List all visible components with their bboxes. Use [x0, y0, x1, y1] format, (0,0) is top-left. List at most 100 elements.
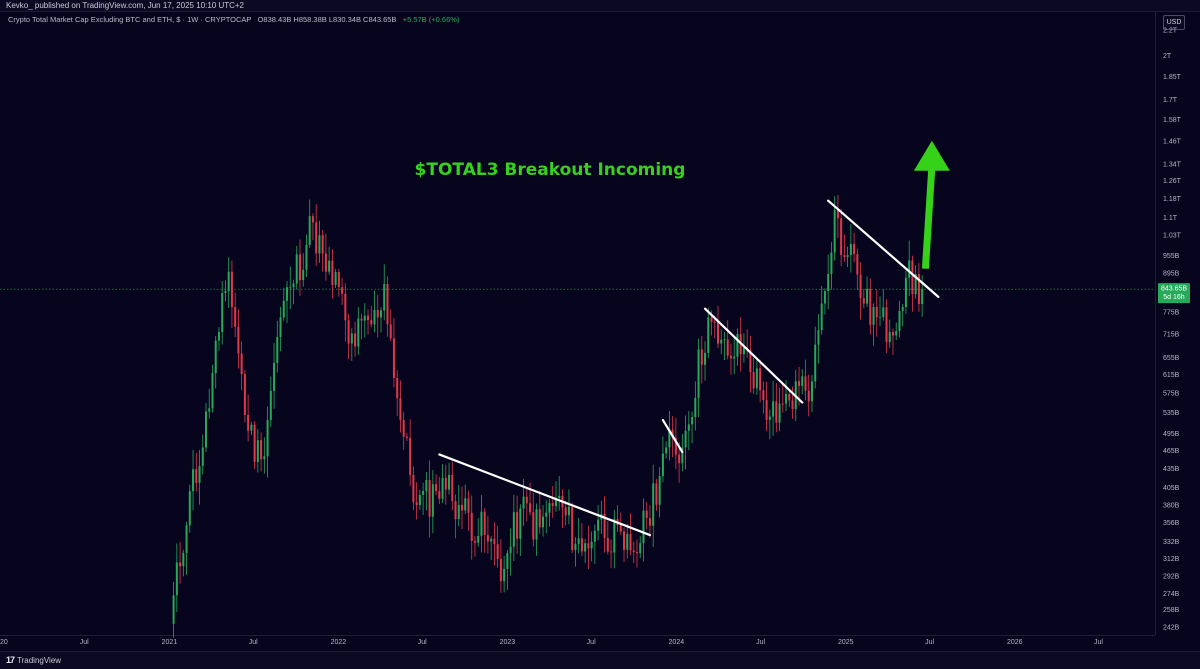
candle-body [542, 516, 545, 528]
price-tick-label: 465B [1163, 448, 1180, 455]
candle-body [460, 504, 464, 511]
candle-body [590, 541, 593, 549]
candle-body [879, 316, 882, 318]
candle-body [772, 401, 775, 417]
candle-body [733, 356, 736, 359]
candle-body [584, 543, 587, 552]
candle-body [700, 349, 703, 365]
time-tick-label: 2026 [1007, 639, 1023, 646]
price-tick-label: 332B [1163, 539, 1180, 546]
candle-body [652, 483, 655, 526]
candle-body [444, 477, 447, 490]
candle-body [752, 372, 755, 389]
candle-body [720, 339, 723, 344]
candle-body [726, 339, 729, 356]
currency-button[interactable]: USD [1163, 15, 1185, 30]
candle-body [639, 543, 642, 554]
time-tick-label: 2023 [500, 639, 516, 646]
price-tick-label: 405B [1163, 485, 1180, 492]
time-tick-label: 2020 [0, 639, 8, 646]
candle-body [875, 306, 878, 318]
candle-body [567, 506, 570, 516]
trendline [827, 199, 940, 298]
candle-body [457, 504, 460, 520]
candle-body [742, 347, 745, 355]
candle-body [914, 274, 917, 295]
symbol-info: Crypto Total Market Cap Excluding BTC an… [8, 15, 459, 24]
candle-body [396, 378, 399, 399]
candle-body [379, 310, 382, 318]
candle-body [833, 210, 836, 253]
candle-body [240, 353, 243, 375]
candle-body [292, 283, 295, 288]
candle-body [901, 307, 904, 311]
tradingview-logo-icon: 17 [6, 655, 15, 665]
candle-body [350, 333, 353, 344]
candle-body [234, 307, 237, 327]
candle-body [619, 524, 622, 532]
price-axis[interactable] [1155, 12, 1200, 635]
candle-body [402, 420, 405, 437]
candle-body [613, 518, 616, 553]
candle-body [830, 252, 833, 275]
tradingview-logo[interactable]: 17 TradingView [6, 655, 61, 665]
candle-body [422, 491, 425, 495]
candle-body [328, 260, 331, 272]
candle-body [409, 437, 412, 475]
price-tick-label: 715B [1163, 331, 1180, 338]
candle-body [707, 317, 710, 353]
candle-body [224, 290, 227, 294]
candle-body [483, 511, 486, 536]
candle-body [412, 474, 415, 503]
candle-body [820, 303, 823, 331]
candle-body [668, 429, 671, 448]
price-tick-label: 655B [1163, 355, 1180, 362]
time-tick-label: Jul [249, 639, 258, 646]
candle-body [490, 538, 493, 542]
candle-body [470, 512, 473, 541]
candle-body [415, 502, 418, 505]
candle-body [908, 260, 911, 278]
candle-body [298, 254, 301, 281]
candle-body [473, 540, 476, 543]
candle-body [435, 484, 438, 492]
candle-body [273, 362, 276, 391]
price-tick-label: 615B [1163, 372, 1180, 379]
candle-body [230, 271, 233, 308]
candle-body [204, 411, 208, 448]
candle-body [383, 283, 386, 311]
candle-body [308, 216, 311, 245]
candle-body [188, 491, 191, 526]
candle-body [564, 507, 567, 516]
price-tick-label: 356B [1163, 520, 1180, 527]
candle-body [477, 535, 480, 543]
candle-body [817, 330, 820, 345]
candle-body [250, 424, 253, 431]
current-price-countdown: 5d 16h [1163, 294, 1185, 301]
price-tick-label: 575B [1163, 390, 1180, 397]
candle-body [217, 332, 220, 341]
candle-body [785, 393, 788, 404]
price-tick-label: 1.7T [1163, 97, 1178, 104]
candle-body [182, 553, 185, 567]
candle-body [269, 390, 272, 421]
candle-body [593, 530, 596, 542]
current-price-tag: 843.65B 5d 16h [1158, 283, 1190, 304]
candle-body [791, 400, 794, 410]
candle-body [768, 416, 771, 420]
candle-body [697, 349, 700, 398]
price-tick-label: 292B [1163, 574, 1180, 581]
price-tick-label: 258B [1163, 607, 1180, 614]
tradingview-brand: TradingView [17, 655, 62, 665]
candle-body [859, 274, 862, 299]
candle-body [755, 368, 758, 389]
candle-body [801, 376, 804, 386]
candle-body [661, 453, 664, 477]
time-axis[interactable] [0, 635, 1155, 652]
candle-body [687, 424, 690, 431]
time-tick-label: 2021 [162, 639, 178, 646]
candle-body [587, 543, 590, 549]
candle-body [798, 381, 801, 386]
candle-body [496, 544, 499, 559]
